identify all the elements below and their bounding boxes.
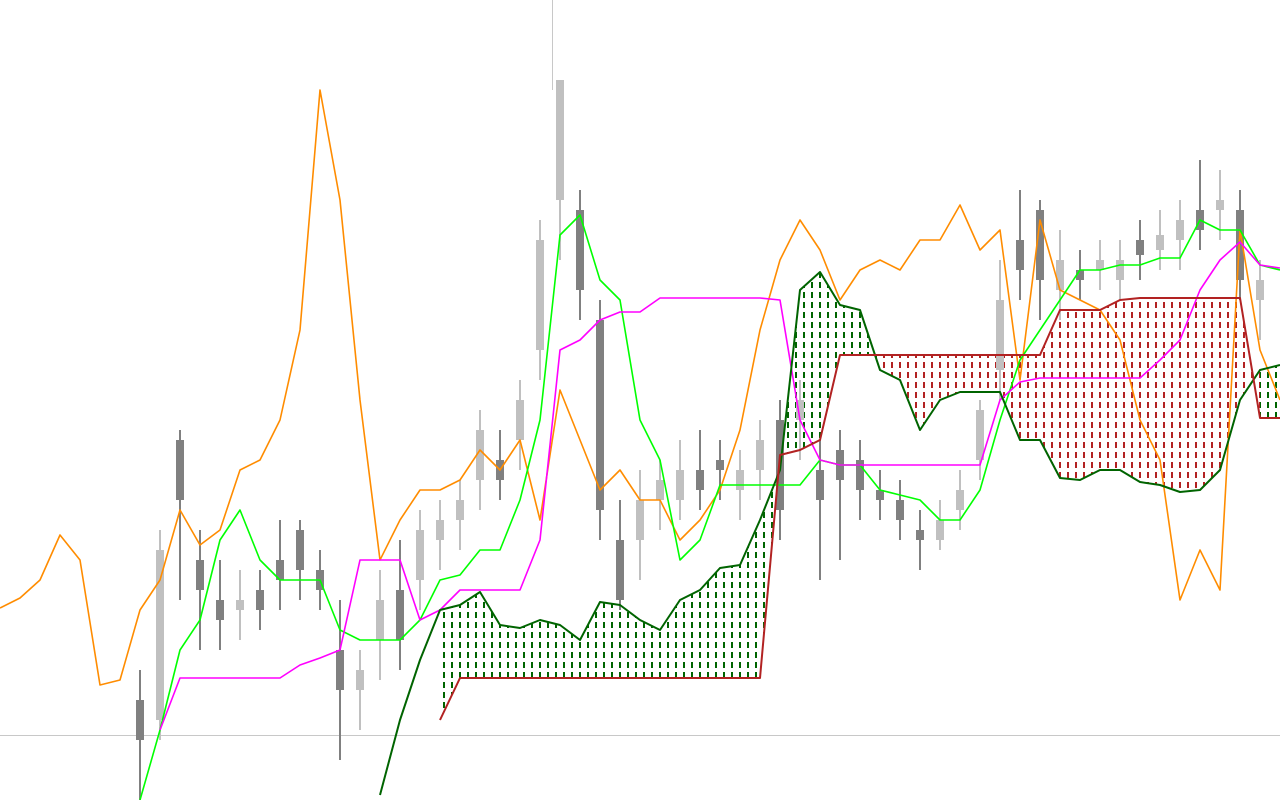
candle-body: [576, 210, 584, 290]
candle-body: [1036, 210, 1044, 280]
candle-body: [956, 490, 964, 510]
candle-body: [676, 470, 684, 500]
cloud-segment: [600, 602, 620, 678]
candle-body: [696, 470, 704, 490]
indicator-line: [159, 241, 1280, 731]
candle-body: [1256, 280, 1264, 300]
candle-body: [256, 590, 264, 610]
candle-body: [936, 520, 944, 540]
cloud-segment: [880, 355, 900, 380]
candle-body: [416, 530, 424, 580]
cloud-segment: [800, 272, 820, 450]
cloud-segment: [440, 605, 460, 720]
cloud-segment: [840, 305, 860, 355]
candle-body: [216, 600, 224, 620]
candle-body: [176, 440, 184, 500]
cloud-segment: [480, 592, 500, 678]
candle-body: [796, 400, 804, 420]
candle-body: [996, 300, 1004, 370]
candle-body: [896, 500, 904, 520]
candle-body: [516, 400, 524, 440]
candle-body: [1116, 260, 1124, 280]
cloud-segment: [1020, 355, 1040, 440]
candle-body: [1076, 270, 1084, 280]
candle-body: [456, 500, 464, 520]
cloud-segment: [820, 272, 840, 440]
cloud-segment: [980, 355, 1000, 392]
candle-body: [616, 540, 624, 600]
candle-body: [436, 520, 444, 540]
cloud-segment: [740, 520, 760, 678]
cloud-segment: [540, 620, 560, 678]
cloud-segment: [960, 355, 980, 392]
cloud-segment: [1200, 298, 1220, 490]
candle-body: [976, 410, 984, 460]
cloud-segment: [1120, 298, 1140, 482]
indicator-line: [439, 297, 1280, 721]
candle-body: [656, 480, 664, 500]
candle-body: [916, 530, 924, 540]
cloud-segment: [620, 605, 640, 678]
cloud-segment: [1220, 298, 1240, 470]
cloud-segment: [1040, 310, 1060, 478]
candle-body: [336, 650, 344, 690]
cloud-segment: [560, 625, 580, 678]
candle-body: [1176, 220, 1184, 240]
candle-body: [276, 560, 284, 580]
candle-body: [556, 80, 564, 200]
candle-body: [356, 670, 364, 690]
candle-body: [396, 590, 404, 640]
candle-body: [816, 470, 824, 500]
cloud-segment: [680, 590, 700, 678]
candle-body: [1236, 210, 1244, 280]
cloud-segment: [640, 620, 660, 678]
candle-body: [756, 440, 764, 470]
cloud-segment: [520, 620, 540, 678]
candle-body: [1136, 240, 1144, 255]
cloud-segment: [1180, 298, 1200, 492]
candle-body: [596, 320, 604, 510]
candle-body: [876, 490, 884, 500]
indicator-line: [0, 89, 1280, 686]
candle-body: [136, 700, 144, 740]
cloud-segment: [1080, 310, 1100, 480]
cloud-segment: [460, 592, 480, 678]
candle-body: [1156, 235, 1164, 250]
indicator-line: [139, 214, 1280, 800]
cloud-segment: [920, 355, 940, 430]
cloud-segment: [1260, 365, 1280, 418]
candle-body: [376, 600, 384, 640]
candle-body: [476, 430, 484, 480]
candle-body: [536, 240, 544, 350]
candle-body: [736, 470, 744, 490]
cloud-segment: [1160, 298, 1180, 492]
candle-body: [236, 600, 244, 610]
cloud-segment: [580, 602, 600, 678]
indicator-line: [379, 271, 1280, 796]
candle-body: [196, 560, 204, 590]
cloud-segment: [500, 625, 520, 678]
candle-body: [156, 550, 164, 720]
lines: [0, 89, 1280, 800]
cloud-segment: [660, 600, 680, 678]
cloud-segment: [700, 568, 720, 678]
candle-body: [1016, 240, 1024, 270]
cloud-segment: [1100, 300, 1120, 470]
candle-body: [636, 500, 644, 540]
cloud-segment: [1060, 310, 1080, 480]
cloud-segment: [900, 355, 920, 430]
cloud-segment: [940, 355, 960, 400]
candle-body: [856, 460, 864, 490]
candle-body: [716, 460, 724, 470]
candles: [136, 80, 1264, 800]
candle-body: [1216, 200, 1224, 210]
cloud-segment: [720, 565, 740, 678]
candle-body: [1096, 260, 1104, 270]
candle-body: [296, 530, 304, 570]
candle-body: [1056, 260, 1064, 290]
cloud-segment: [1140, 298, 1160, 485]
